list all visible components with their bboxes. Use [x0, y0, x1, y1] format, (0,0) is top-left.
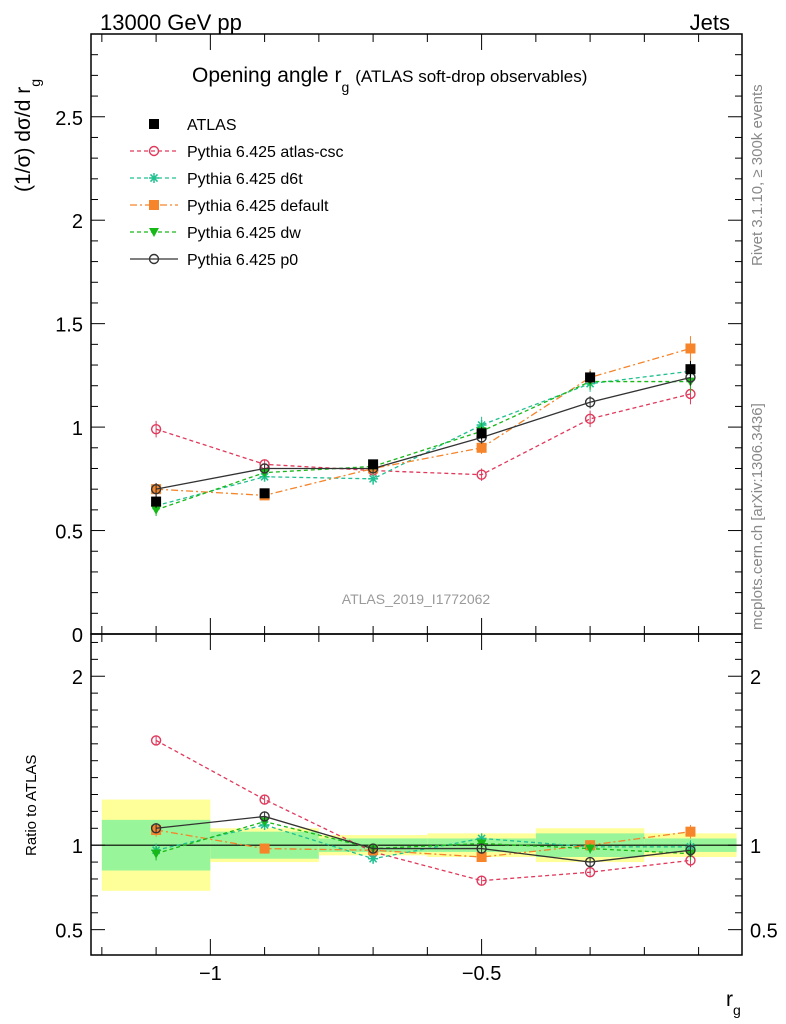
main-point-dw-0	[151, 505, 162, 515]
ratio-point-default-5	[685, 826, 696, 837]
ratio-point-p0-5	[685, 845, 696, 856]
y-ratio-tick-label-right-1: 1	[750, 836, 761, 858]
x-tick-label-1: −0.5	[462, 963, 501, 985]
main-point-d6t-2	[368, 473, 379, 484]
axis-ticks: 0 0.5 1 1.5 2 2.5 0.5 0.5 1 1 2 2 −1 −0.5	[55, 33, 778, 985]
ratio-line-p0	[156, 815, 691, 863]
mcplots-label: mcplots.cern.ch [arXiv:1306.3436]	[749, 403, 766, 630]
y-ratio-tick-label-left-0: 0.5	[55, 921, 83, 943]
main-point-default-3	[476, 442, 487, 453]
plot-title: Opening angle rg(ATLAS soft-drop observa…	[192, 64, 587, 95]
legend-label-atlas: ATLAS	[187, 117, 237, 134]
y-axis-label-main: (1/σ) dσ/d rg	[12, 79, 43, 192]
main-point-p0-0	[150, 483, 162, 495]
legend-label-d6t: Pythia 6.425 d6t	[187, 171, 303, 188]
main-point-atlas_csc-4	[584, 413, 596, 425]
legend-marker-p0	[148, 253, 160, 265]
ratio-point-p0-2	[367, 843, 379, 854]
main-point-atlas-4	[585, 372, 596, 383]
ratio-series	[150, 735, 696, 886]
main-point-atlas-0	[151, 496, 162, 507]
y-axis-label-ratio: Ratio to ATLAS	[23, 755, 40, 856]
header-left: 13000 GeV pp	[100, 10, 242, 35]
main-point-atlas-5	[685, 364, 696, 375]
y-main-tick-label-1: 0.5	[55, 522, 83, 544]
main-line-dw	[155, 380, 691, 511]
y-ratio-tick-label-right-0: 0.5	[750, 921, 778, 943]
x-tick-label-0: −1	[199, 963, 222, 985]
main-line-d6t	[155, 370, 691, 507]
legend-marker-atlas	[149, 119, 159, 129]
legend-marker-default	[149, 200, 159, 210]
y-ratio-tick-label-left-2: 2	[72, 667, 83, 689]
y-main-tick-label-2: 1	[72, 418, 83, 440]
main-line-default	[156, 347, 691, 497]
main-point-p0-1	[259, 463, 270, 474]
ratio-frame	[90, 633, 743, 956]
ratio-line-dw	[155, 820, 691, 855]
ratio-point-p0-1	[259, 811, 270, 822]
rivet-label: Rivet 3.1.10, ≥ 300k events	[749, 84, 766, 266]
legend-label-dw: Pythia 6.425 dw	[187, 225, 301, 242]
main-series	[150, 336, 696, 517]
main-point-atlas-3	[476, 428, 487, 439]
ratio-point-d6t-2	[368, 853, 379, 864]
ratio-point-dw-0	[151, 849, 162, 859]
main-point-atlas-2	[368, 459, 379, 470]
y-main-tick-label-4: 2	[72, 211, 83, 233]
legend: ATLAS Pythia 6.425 atlas-csc Pythia 6.425 …	[130, 117, 344, 269]
main-point-atlas_csc-0	[150, 423, 162, 435]
y-ratio-tick-label-left-1: 1	[72, 836, 83, 858]
y-ratio-tick-label-right-2: 2	[750, 667, 761, 689]
main-point-p0-4	[584, 397, 596, 408]
y-main-tick-label-0: 0	[72, 625, 83, 647]
ratio-point-default-1	[259, 843, 270, 854]
ratio-point-p0-3	[476, 843, 487, 854]
ratio-line-default	[155, 829, 691, 858]
legend-label-default: Pythia 6.425 default	[187, 198, 329, 215]
legend-label-atlas_csc: Pythia 6.425 atlas-csc	[187, 144, 344, 161]
main-point-atlas-1	[259, 488, 270, 499]
ratio-point-atlas_csc-0	[150, 735, 162, 746]
main-line-atlas_csc	[155, 393, 691, 476]
main-line-p0	[155, 376, 691, 490]
y-main-tick-label-5: 2.5	[55, 108, 83, 130]
ratio-point-atlas_csc-4	[584, 867, 596, 878]
ratio-point-atlas_csc-3	[476, 875, 487, 886]
ratio-point-p0-4	[584, 856, 596, 868]
x-axis-label: rg	[726, 988, 741, 1018]
ratio-point-default-3	[476, 852, 487, 863]
y-main-tick-label-3: 1.5	[55, 315, 83, 337]
main-point-atlas_csc-3	[476, 469, 487, 480]
ratio-point-atlas_csc-1	[259, 794, 270, 805]
watermark: ATLAS_2019_I1772062	[342, 591, 491, 607]
legend-marker-d6t	[149, 173, 159, 183]
main-point-default-5	[685, 343, 696, 354]
legend-marker-atlas_csc	[148, 145, 160, 157]
ratio-point-dw-4	[585, 844, 596, 854]
header-right: Jets	[690, 10, 730, 35]
ratio-point-p0-0	[150, 823, 162, 834]
legend-marker-dw	[149, 228, 159, 237]
legend-label-p0: Pythia 6.425 p0	[187, 252, 298, 269]
